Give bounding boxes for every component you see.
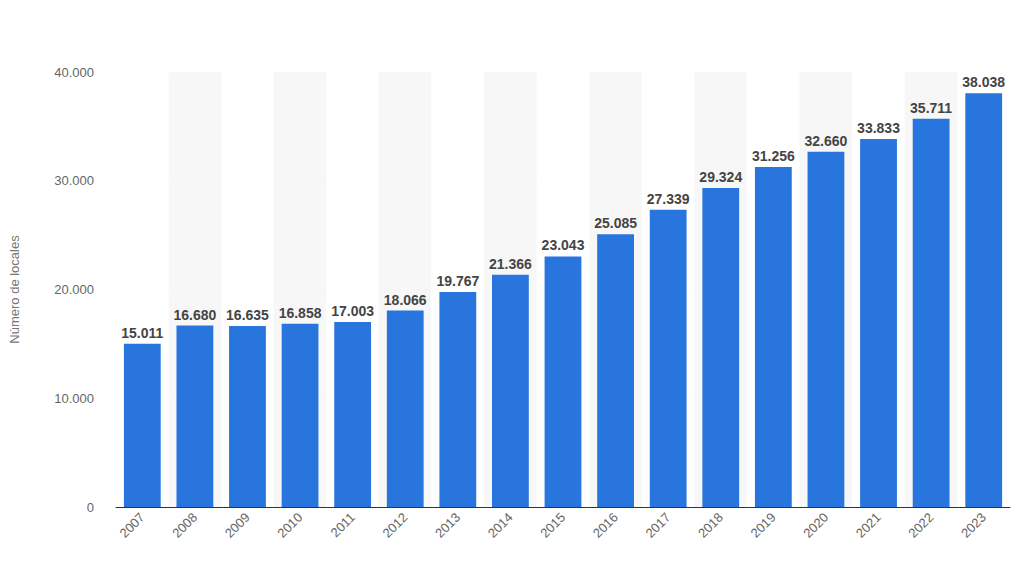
svg-text:10.000: 10.000 — [54, 391, 94, 406]
svg-text:17.003: 17.003 — [331, 303, 374, 319]
svg-text:18.066: 18.066 — [384, 292, 427, 308]
svg-text:2022: 2022 — [905, 510, 936, 541]
svg-text:33.833: 33.833 — [857, 120, 900, 136]
svg-text:2009: 2009 — [222, 510, 253, 541]
svg-text:16.858: 16.858 — [279, 305, 322, 321]
svg-text:31.256: 31.256 — [752, 148, 795, 164]
svg-text:15.011: 15.011 — [121, 325, 163, 341]
svg-text:16.635: 16.635 — [226, 307, 269, 323]
svg-text:2018: 2018 — [695, 510, 726, 541]
svg-text:Número de locales: Número de locales — [7, 235, 22, 344]
svg-text:25.085: 25.085 — [594, 215, 637, 231]
svg-text:29.324: 29.324 — [699, 169, 742, 185]
svg-text:2020: 2020 — [800, 510, 831, 541]
svg-text:30.000: 30.000 — [54, 173, 94, 188]
svg-text:27.339: 27.339 — [647, 191, 690, 207]
svg-text:2008: 2008 — [169, 510, 200, 541]
svg-text:23.043: 23.043 — [542, 237, 585, 253]
svg-text:35.711: 35.711 — [910, 100, 952, 116]
svg-text:32.660: 32.660 — [805, 133, 848, 149]
svg-text:2011: 2011 — [328, 510, 358, 540]
svg-text:2013: 2013 — [432, 510, 463, 541]
svg-text:40.000: 40.000 — [54, 65, 94, 80]
svg-text:20.000: 20.000 — [54, 282, 94, 297]
svg-text:2023: 2023 — [958, 510, 989, 541]
svg-text:2010: 2010 — [274, 510, 305, 541]
svg-text:2014: 2014 — [485, 510, 516, 541]
svg-text:2017: 2017 — [642, 510, 673, 541]
svg-text:38.038: 38.038 — [962, 74, 1005, 90]
svg-text:19.767: 19.767 — [436, 273, 479, 289]
svg-text:16.680: 16.680 — [173, 307, 216, 323]
svg-text:2015: 2015 — [537, 510, 568, 541]
svg-text:2019: 2019 — [748, 510, 779, 541]
svg-text:0: 0 — [87, 500, 94, 515]
svg-text:2007: 2007 — [117, 510, 148, 541]
svg-text:21.366: 21.366 — [489, 256, 532, 272]
svg-text:2016: 2016 — [590, 510, 621, 541]
svg-text:2021: 2021 — [853, 510, 884, 541]
svg-text:2012: 2012 — [380, 510, 411, 541]
